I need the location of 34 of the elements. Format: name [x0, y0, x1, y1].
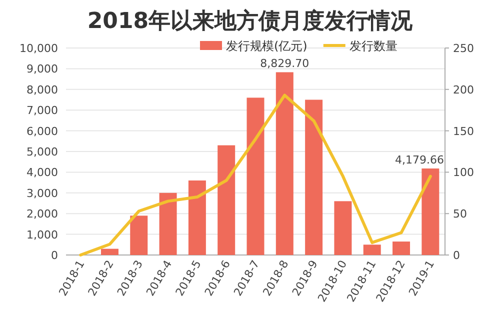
y-tick-label: 6,000 — [26, 124, 58, 138]
y2-tick-label: 150 — [453, 124, 474, 138]
bar — [188, 180, 206, 255]
legend-label: 发行数量 — [349, 39, 398, 53]
y2-tick-label: 200 — [453, 83, 474, 96]
bar — [334, 201, 352, 255]
y-tick-label: 7,000 — [26, 104, 58, 118]
y2-tick-label: 250 — [453, 42, 474, 55]
y-tick-label: 8,000 — [26, 83, 58, 96]
y-tick-label: 10,000 — [20, 42, 58, 55]
bar — [305, 100, 323, 255]
data-label: 8,829.70 — [260, 57, 310, 70]
y-tick-label: 4,000 — [26, 166, 58, 180]
y2-tick-label: 0 — [453, 249, 460, 262]
chart-title: 2018年以来地方债月度发行情况 — [87, 8, 414, 34]
legend-label: 发行规模(亿元) — [226, 39, 308, 53]
bar — [363, 244, 381, 255]
bar — [246, 98, 264, 255]
bar — [276, 72, 294, 255]
y-tick-label: 1,000 — [26, 228, 58, 242]
y-tick-label: 5,000 — [26, 146, 58, 158]
bar — [130, 216, 148, 255]
y-tick-label: 2,000 — [26, 208, 58, 221]
bar — [422, 168, 440, 255]
bar — [218, 145, 236, 255]
bar — [159, 192, 177, 255]
data-label: 4,179.66 — [395, 153, 444, 166]
bar — [100, 248, 118, 255]
y-tick-label: 0 — [51, 249, 58, 262]
y2-tick-label: 50 — [453, 208, 467, 221]
bar — [392, 242, 410, 255]
y-tick-label: 3,000 — [26, 186, 58, 200]
y2-tick-label: 100 — [453, 166, 474, 180]
y-tick-label: 9,000 — [26, 62, 58, 76]
